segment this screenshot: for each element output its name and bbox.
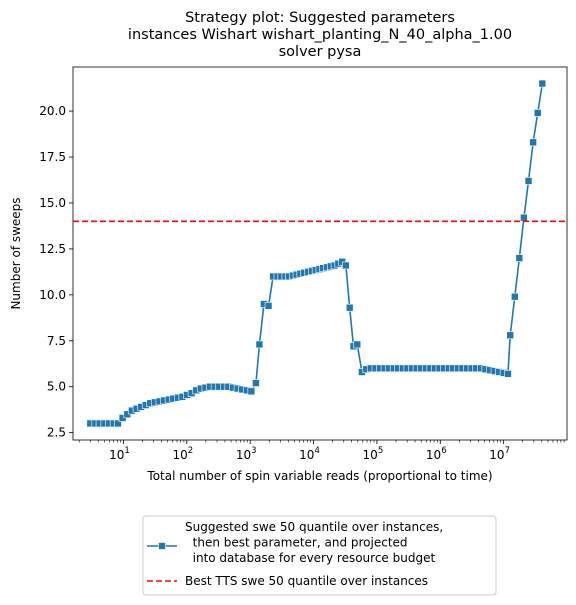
x-tick-label: 105: [363, 446, 384, 462]
data-point: [520, 213, 528, 222]
data-point: [515, 254, 524, 262]
y-tick-label: 5.0: [47, 380, 66, 394]
legend: Suggested swe 50 quantile over instances…: [142, 515, 497, 596]
y-tick-label: 15.0: [39, 196, 66, 210]
y-tick-label: 2.5: [47, 426, 66, 440]
y-tick-label: 20.0: [39, 104, 66, 118]
data-point: [510, 292, 519, 301]
data-point: [247, 387, 256, 396]
x-tick-label: 102: [172, 446, 193, 462]
data-point: [504, 370, 512, 378]
x-tick-label: 107: [489, 446, 510, 462]
data-point: [252, 379, 260, 387]
x-axis: 101 102 103 104 105 106 107: [78, 440, 565, 462]
x-tick-label: 106: [426, 446, 447, 462]
data-point: [342, 261, 350, 270]
y-tick-label: 17.5: [39, 150, 66, 164]
x-axis-label: Total number of spin variable reads (pro…: [146, 469, 492, 483]
plot-area: [72, 66, 568, 441]
data-point: [114, 419, 122, 428]
data-point: [533, 109, 542, 117]
data-point: [529, 138, 537, 147]
legend-square-icon: [158, 542, 166, 550]
y-axis-label: Number of sweeps: [9, 197, 23, 309]
y-tick-label: 12.5: [39, 242, 66, 256]
legend-entry-label: Best TTS swe 50 quantile over instances: [185, 574, 428, 588]
chart-title-line: Strategy plot: Suggested parameters: [185, 10, 455, 26]
chart-title-line: solver pysa: [279, 44, 362, 60]
data-point: [538, 79, 547, 88]
chart-title: Strategy plot: Suggested parametersinsta…: [128, 10, 512, 60]
data-point: [506, 331, 515, 340]
x-tick-label: 101: [109, 446, 130, 462]
y-axis: 2.5 5.0 7.5 10.0 12.5 15.0 17.5 20.0: [39, 104, 73, 440]
y-tick-label: 10.0: [39, 288, 66, 302]
data-point: [345, 303, 354, 312]
data-point: [255, 340, 264, 349]
axes-frame: [72, 66, 568, 441]
series-line: [90, 83, 544, 425]
data-point: [264, 302, 273, 310]
legend-box: [142, 515, 497, 596]
chart-title-line: instances Wishart wishart_planting_N_40_…: [128, 27, 512, 43]
y-tick-label: 7.5: [47, 334, 66, 348]
legend-entry-label: Suggested swe 50 quantile over instances…: [185, 520, 443, 565]
data-point: [524, 177, 533, 185]
x-tick-label: 104: [299, 446, 320, 462]
data-point: [353, 340, 362, 349]
x-tick-label: 103: [236, 446, 257, 462]
